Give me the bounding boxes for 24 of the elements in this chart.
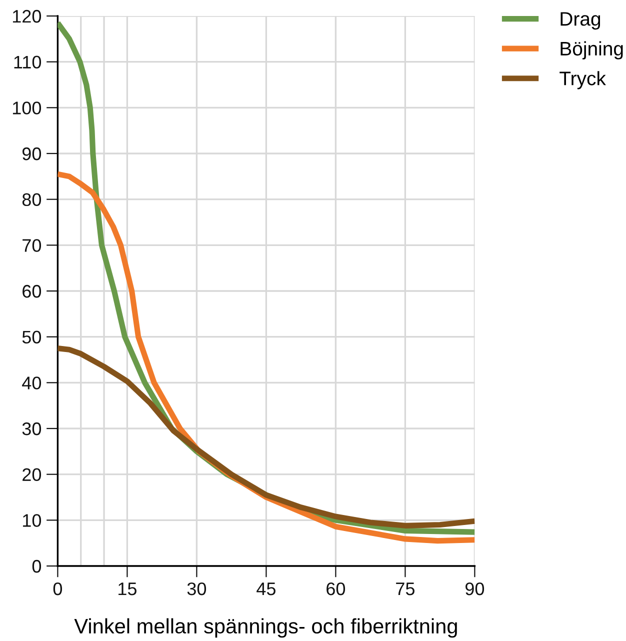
y-tick-label: 10 <box>23 514 42 527</box>
legend-label: Böjning <box>560 41 623 60</box>
y-tick-label: 40 <box>22 376 42 390</box>
x-tick-label: 15 <box>118 582 136 596</box>
y-tick-label: 0 <box>32 560 42 573</box>
y-tick-label: 20 <box>22 468 42 482</box>
y-tick-label: 70 <box>22 239 42 252</box>
y-tick-label: 30 <box>22 422 42 436</box>
x-tick-label: 30 <box>187 582 206 596</box>
y-tick-label: 110 <box>14 56 42 69</box>
y-tick-label: 100 <box>12 102 42 114</box>
x-tick-label: 60 <box>326 582 346 596</box>
legend-label: Tryck <box>560 71 606 90</box>
y-tick-label: 60 <box>22 284 42 298</box>
y-tick-label: 120 <box>12 10 42 23</box>
x-tick-label: 90 <box>466 582 484 596</box>
x-tick-label: 0 <box>53 582 62 596</box>
x-tick-label: 45 <box>256 582 276 596</box>
y-tick-label: 80 <box>22 193 42 206</box>
legend-label: Drag <box>560 12 600 30</box>
x-tick-label: 75 <box>396 582 414 596</box>
x-axis-title: Vinkel mellan spännings- och fiberriktning <box>74 618 457 638</box>
y-tick-label: 50 <box>22 330 42 344</box>
y-tick-label: 90 <box>22 147 42 160</box>
